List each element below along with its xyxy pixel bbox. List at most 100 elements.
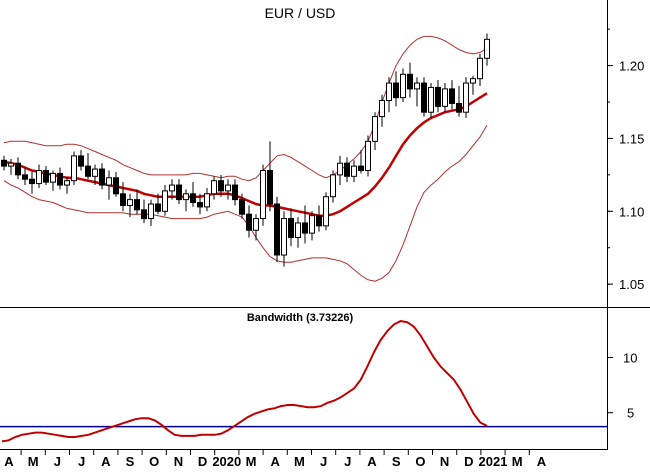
month-label: M: [294, 454, 305, 468]
candle: [211, 176, 217, 200]
candle: [155, 193, 161, 215]
month-label: O: [149, 454, 159, 468]
candle-body: [246, 213, 252, 231]
candle: [99, 163, 105, 190]
candle: [463, 77, 469, 119]
candle-body: [281, 218, 287, 256]
candle: [197, 193, 203, 215]
candle: [183, 189, 189, 212]
candle: [190, 182, 196, 207]
price-tick-label: 1.05: [619, 277, 644, 292]
candle-body: [8, 162, 14, 167]
candle: [218, 174, 224, 197]
candle-body: [57, 172, 63, 186]
candle: [22, 167, 28, 186]
candle: [134, 189, 140, 215]
candle-body: [183, 193, 189, 201]
candle-body: [78, 155, 84, 167]
candle: [435, 80, 441, 113]
candle: [232, 179, 238, 206]
candle: [302, 205, 308, 244]
bandwidth-series: [1, 320, 488, 443]
candle: [337, 155, 343, 186]
month-label: A: [271, 454, 281, 468]
candle-body: [267, 169, 273, 205]
candle: [260, 164, 266, 226]
price-moving-average: [3, 92, 488, 217]
candle-body: [365, 140, 371, 171]
moving-average-line: [3, 92, 488, 217]
upper-band-line: [3, 35, 488, 182]
candle-body: [407, 73, 413, 90]
candle: [162, 185, 168, 216]
candle-body: [225, 184, 231, 192]
candle-body: [358, 165, 364, 171]
candle-body: [106, 177, 112, 186]
candle-body: [1, 159, 7, 167]
candle-body: [134, 199, 140, 211]
month-label: A: [537, 454, 547, 468]
candle: [470, 75, 476, 95]
candle: [169, 179, 175, 200]
candle: [57, 167, 63, 190]
candle-body: [393, 82, 399, 99]
candle: [8, 158, 14, 175]
month-label: M: [28, 454, 39, 468]
candle: [365, 135, 371, 177]
candle-body: [260, 169, 266, 220]
candle-body: [295, 222, 301, 239]
candle: [29, 171, 35, 194]
candle: [15, 157, 21, 180]
candle: [148, 199, 154, 226]
candle-body: [463, 82, 469, 113]
candle: [428, 83, 434, 119]
candle: [407, 62, 413, 98]
candle: [225, 179, 231, 200]
candle-body: [204, 193, 210, 208]
candle-body: [64, 180, 70, 186]
candle: [253, 214, 259, 241]
candle: [484, 33, 490, 66]
candle: [78, 150, 84, 171]
candle-body: [470, 78, 476, 84]
candle: [50, 170, 56, 191]
month-label: J: [344, 454, 351, 468]
candle: [127, 193, 133, 218]
candle-body: [414, 82, 420, 90]
candle: [400, 68, 406, 102]
candle: [323, 192, 329, 231]
candle-body: [435, 86, 441, 107]
candle-body: [379, 100, 385, 118]
candle: [120, 182, 126, 212]
candle: [477, 53, 483, 86]
candle-body: [85, 165, 91, 177]
candle: [358, 150, 364, 174]
month-label: J: [78, 454, 85, 468]
month-label: A: [367, 454, 377, 468]
candle-body: [162, 190, 168, 212]
price-candles: [1, 33, 490, 267]
bandwidth-chart-title: Bandwidth (3.73226): [247, 312, 354, 324]
candle: [64, 176, 70, 194]
candle-body: [323, 196, 329, 227]
candle-body: [36, 169, 42, 185]
price-tick-label: 1.15: [619, 131, 644, 146]
price-tick-label: 1.10: [619, 204, 644, 219]
candle: [141, 199, 147, 223]
month-label: 2021: [479, 454, 508, 468]
candle-body: [351, 165, 357, 177]
price-tick-label: 1.20: [619, 59, 644, 74]
candle: [71, 151, 77, 186]
candle: [274, 196, 280, 263]
month-label: O: [415, 454, 425, 468]
candle-body: [113, 177, 119, 195]
candle: [36, 164, 42, 188]
candle-body: [71, 155, 77, 182]
month-label: A: [4, 454, 14, 468]
candle-body: [288, 218, 294, 239]
candle-body: [337, 162, 343, 176]
x-axis-months: A M J J A S O N D 2020 M A M J J A S O N D 2021 M A: [4, 449, 547, 469]
candle: [176, 179, 182, 204]
candle: [239, 193, 245, 219]
candle: [281, 211, 287, 267]
